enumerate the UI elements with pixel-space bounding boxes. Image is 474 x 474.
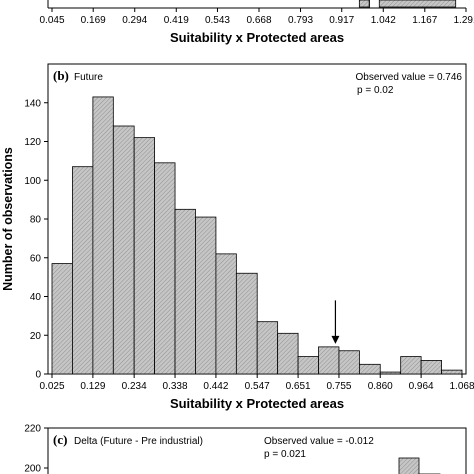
- x-tick-label: 0.547: [245, 381, 270, 392]
- panel-a-bar: [378, 0, 457, 8]
- histogram-bar: [256, 321, 279, 375]
- y-tick-label: 120: [24, 137, 41, 148]
- y-axis-title: Number of observations: [1, 147, 15, 291]
- panel-a-x-axis-title: Suitability x Protected areas: [170, 30, 344, 45]
- y-tick-label: 80: [30, 215, 42, 226]
- panel-b-bars: [51, 96, 463, 375]
- histogram-bar: [154, 162, 176, 375]
- panel-a-bars: [358, 0, 457, 8]
- panel-a-x-tick-label: 0.419: [164, 15, 189, 26]
- histogram-bar: [297, 356, 319, 375]
- y-tick-label: 140: [24, 98, 41, 109]
- histogram-bar: [338, 350, 360, 375]
- histogram-bar: [277, 332, 299, 375]
- x-tick-label: 1.068: [449, 381, 474, 392]
- histogram-bar: [112, 125, 135, 375]
- x-tick-label: 0.129: [80, 381, 105, 392]
- histogram-bar: [441, 369, 463, 375]
- panel-c-bars: [398, 457, 441, 474]
- panel-a-x-tick-label: 0.668: [246, 15, 271, 26]
- panel-a-x-tick-label: 0.917: [329, 15, 354, 26]
- histogram-bar: [379, 371, 402, 375]
- panel-c-y-ticks: 200 220: [24, 424, 48, 474]
- y-tick-label: 100: [24, 176, 41, 187]
- histogram-bar: [92, 96, 114, 375]
- panel-a-x-tick-label: 1.291: [453, 15, 474, 26]
- x-tick-label: 0.755: [326, 381, 351, 392]
- panel-a-x-tick-label: 0.294: [122, 15, 147, 26]
- panel-c-y-tick-label: 220: [24, 424, 41, 435]
- x-tick-label: 0.964: [409, 381, 434, 392]
- panel-b-observed-value: Observed value = 0.746: [356, 72, 463, 83]
- y-tick-label: 40: [30, 292, 42, 303]
- histogram-bar: [133, 137, 155, 375]
- y-tick-label: 0: [35, 370, 41, 381]
- x-tick-label: 0.651: [286, 381, 311, 392]
- panel-c-label: (c): [53, 432, 67, 447]
- histogram-bar: [318, 346, 340, 375]
- histogram-bar: [72, 166, 94, 375]
- histogram-bar: [420, 360, 442, 375]
- panel-b-y-ticks: 0 20 40 60 80 100 120 140: [24, 98, 48, 381]
- panel-a: 0.045 0.169 0.294 0.419 0.543 0.668 0.793 0.917…: [39, 0, 474, 45]
- histogram-bar: [215, 253, 237, 375]
- panel-b-p-value: p = 0.02: [357, 85, 394, 96]
- panel-b-label: (b): [53, 68, 69, 83]
- panel-c-bar: [398, 457, 420, 474]
- histogram-bar: [51, 263, 73, 375]
- panel-a-x-tick-label: 0.793: [288, 15, 313, 26]
- panel-c-p-value: p = 0.021: [264, 449, 306, 460]
- histogram-bar: [174, 208, 196, 375]
- x-tick-label: 0.338: [163, 381, 188, 392]
- panel-a-plot: 0.045 0.169 0.294 0.419 0.543 0.668 0.793 0.917…: [39, 0, 474, 26]
- panel-a-x-tick-label: 1.167: [412, 15, 437, 26]
- panel-b-x-axis-title: Suitability x Protected areas: [170, 396, 344, 411]
- histogram-bar: [400, 356, 422, 375]
- panel-a-bar: [358, 0, 370, 8]
- panel-a-x-tick-label: 1.042: [371, 15, 396, 26]
- panel-c-frame: [47, 427, 467, 474]
- x-tick-label: 0.234: [122, 381, 147, 392]
- histogram-bar: [235, 272, 258, 375]
- y-tick-label: 60: [30, 253, 42, 264]
- panel-a-x-tick-label: 0.169: [81, 15, 106, 26]
- panel-b-x-ticks: 0.025 0.129 0.234 0.338 0.442 0.547 0.651 0.755…: [39, 374, 474, 392]
- histogram-bar: [359, 363, 381, 375]
- panel-c-title: Delta (Future - Pre industrial): [74, 436, 203, 447]
- panel-a-x-tick-label: 0.045: [39, 15, 64, 26]
- arrow-head: [331, 335, 340, 344]
- panel-b-title: Future: [74, 72, 103, 83]
- panel-a-x-tick-label: 0.543: [205, 15, 230, 26]
- panel-c: 200 220 (c) Delta (Future - Pre industria…: [24, 424, 467, 474]
- panel-a-x-ticks: 0.045 0.169 0.294 0.419 0.543 0.668 0.793 0.917…: [39, 8, 474, 26]
- x-tick-label: 0.860: [368, 381, 393, 392]
- x-tick-label: 0.442: [203, 381, 228, 392]
- panel-c-y-tick-label: 200: [24, 464, 41, 474]
- histogram-bar: [195, 216, 217, 375]
- x-tick-label: 0.025: [39, 381, 64, 392]
- panel-c-observed-value: Observed value = -0.012: [264, 436, 374, 447]
- y-tick-label: 20: [30, 331, 42, 342]
- observed-value-arrow: [331, 300, 340, 344]
